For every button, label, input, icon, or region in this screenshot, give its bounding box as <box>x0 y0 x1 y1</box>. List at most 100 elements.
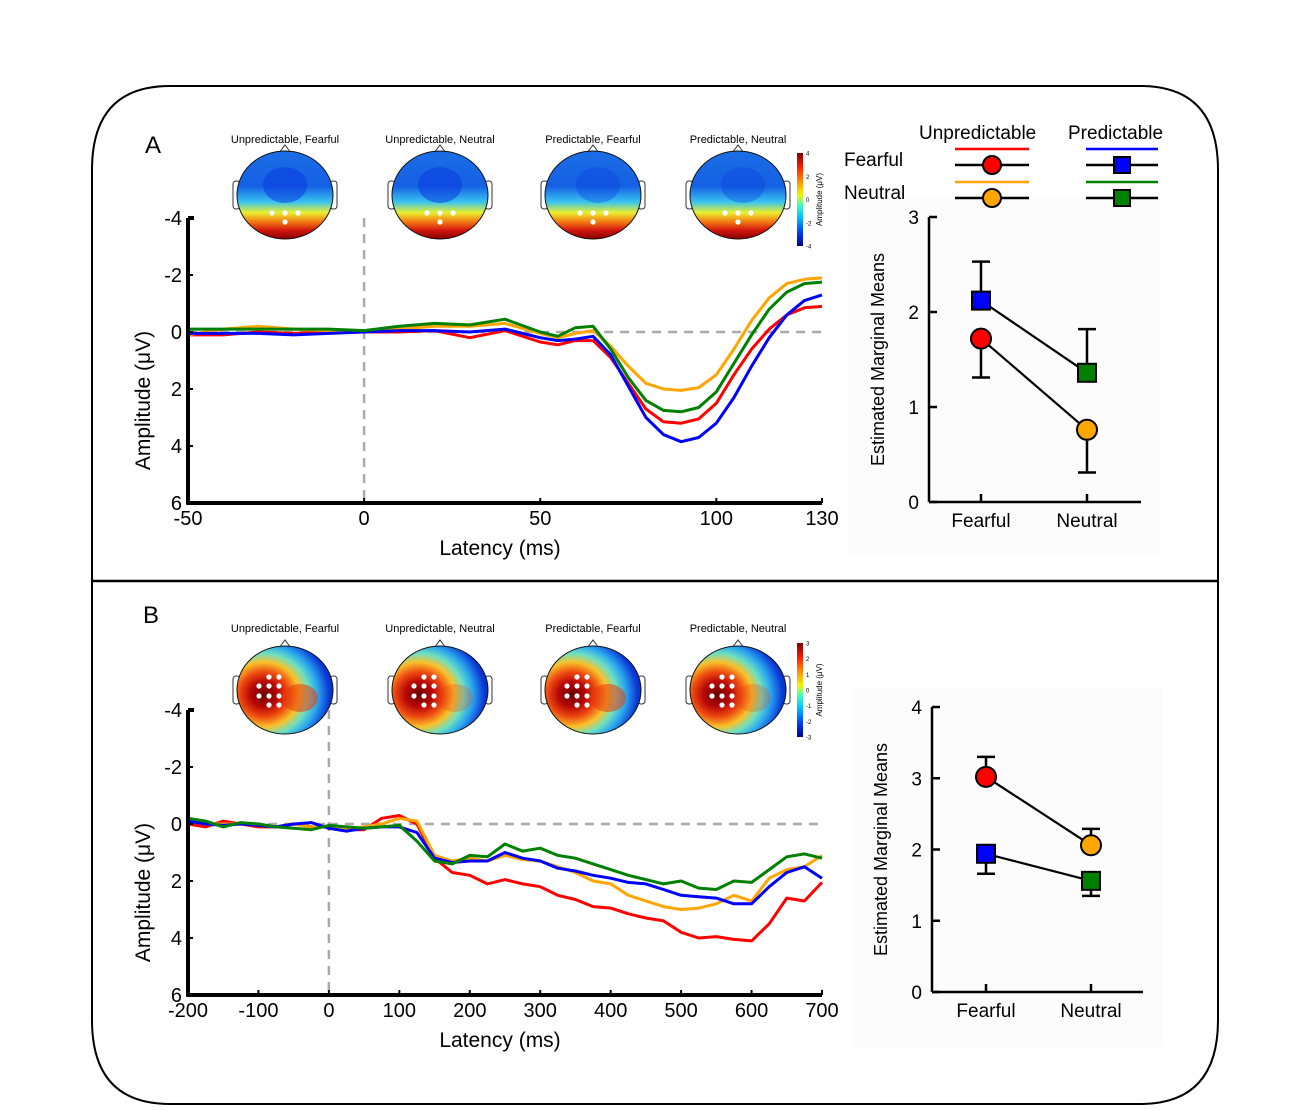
colorbar-tick-label: 0 <box>806 689 810 695</box>
topomap-title: Unpredictable, Neutral <box>385 623 494 635</box>
electrode-marker <box>748 210 754 216</box>
legend-header-predictable: Predictable <box>1068 123 1163 144</box>
electrode-marker <box>590 210 596 216</box>
electrode-marker <box>564 693 570 699</box>
topomap-title: Predictable, Neutral <box>690 623 787 635</box>
electrode-marker <box>574 683 580 689</box>
emm-point-predictable-neutral <box>1081 870 1101 891</box>
topomap-negative-region <box>721 167 765 203</box>
electrode-marker <box>719 683 725 689</box>
y-tick-label: 0 <box>911 983 922 1004</box>
legend-marker-predictable-neutral <box>1113 189 1131 207</box>
legend-marker-unpredictable-neutral <box>982 188 1002 208</box>
topomap-head <box>544 645 642 735</box>
x-tick-label: -100 <box>238 1000 278 1022</box>
electrode-marker <box>276 693 282 699</box>
topomap-unpredictable-neutral <box>387 639 493 735</box>
x-tick-label: 200 <box>453 1000 486 1022</box>
emm-connector-line <box>980 299 1088 374</box>
emm-point-unpredictable-fearful <box>970 327 992 350</box>
legend-header-unpredictable: Unpredictable <box>919 123 1036 144</box>
electrode-marker <box>266 683 272 689</box>
colorbar-tick-label: -3 <box>806 736 812 742</box>
topomap-head <box>689 150 787 240</box>
y-tick-label: -4 <box>164 208 182 230</box>
electrode-marker <box>709 693 715 699</box>
x-tick-label: Fearful <box>951 511 1010 532</box>
electrode-marker <box>574 693 580 699</box>
y-tick-label: 0 <box>171 814 182 836</box>
y-tick-label: 2 <box>911 841 922 862</box>
x-axis-label: Latency (ms) <box>439 537 560 560</box>
topomap-title: Unpredictable, Fearful <box>231 134 339 146</box>
topomap-unpredictable-fearful <box>232 639 338 735</box>
colorbar: 3 2 1 0 -1 -2 -3 Amplitude (μV) <box>797 642 824 742</box>
electrode-marker <box>735 210 741 216</box>
emm-plot-a: 0 1 2 3 Fearful Neutral Estimated Marginal Mea… <box>849 197 1161 557</box>
electrode-marker <box>421 693 427 699</box>
electrode-marker <box>584 693 590 699</box>
emm-point-predictable-fearful <box>976 843 996 864</box>
electrode-marker <box>266 702 272 708</box>
electrode-marker <box>729 674 735 680</box>
colorbar-tick-label: 0 <box>806 198 810 204</box>
colorbar-tick-label: 1 <box>806 673 810 679</box>
emm-connector-line <box>985 775 1092 847</box>
emm-point-unpredictable-neutral <box>1080 834 1102 857</box>
emm-point-predictable-neutral <box>1077 362 1097 383</box>
electrode-marker <box>282 210 288 216</box>
electrode-marker <box>424 210 430 216</box>
electrode-marker <box>584 683 590 689</box>
y-tick-label: 6 <box>171 493 182 515</box>
legend: Unpredictable Predictable Fearful Neutra… <box>844 123 1163 208</box>
electrode-marker <box>450 210 456 216</box>
erp-line-unpredictable-neutral <box>187 816 823 911</box>
electrode-marker <box>421 674 427 680</box>
electrode-marker <box>584 702 590 708</box>
electrode-marker <box>603 210 609 216</box>
electrode-marker <box>256 683 262 689</box>
topomap-predictable-neutral <box>685 639 791 735</box>
y-tick-label: 3 <box>908 208 919 229</box>
y-tick-label: -2 <box>164 757 182 779</box>
legend-row-neutral: Neutral <box>844 183 905 204</box>
electrode-marker <box>421 702 427 708</box>
electrode-marker <box>295 210 301 216</box>
erp-line-unpredictable-fearful <box>187 814 824 943</box>
topomap-predictable-fearful <box>540 144 646 240</box>
colorbar-tick-label: 2 <box>806 175 810 181</box>
y-axis-label: Estimated Marginal Means <box>871 743 891 956</box>
legend-marker-unpredictable-fearful <box>982 155 1002 175</box>
electrode-marker <box>266 693 272 699</box>
x-tick-label: 50 <box>529 508 551 530</box>
x-tick-label: 0 <box>323 1000 334 1022</box>
colorbar-scale <box>797 153 803 246</box>
legend-marker-predictable-fearful <box>1113 156 1131 174</box>
emm-plot-b: 0 1 2 3 4 Fearful Neutral Estimated Marginal Me… <box>852 687 1163 1047</box>
legend-row-fearful: Fearful <box>844 150 903 171</box>
topomap-title: Predictable, Fearful <box>545 623 640 635</box>
colorbar-tick-label: -4 <box>806 245 812 251</box>
electrode-marker <box>411 693 417 699</box>
topomap-title: Unpredictable, Neutral <box>385 134 494 146</box>
emm-point-unpredictable-neutral <box>1076 418 1098 441</box>
x-tick-label: 100 <box>700 508 733 530</box>
topomap-head <box>236 645 334 735</box>
topomap-negative-region <box>418 167 462 203</box>
topomap-title: Predictable, Neutral <box>690 134 787 146</box>
electrode-marker <box>256 693 262 699</box>
y-tick-label: 1 <box>908 398 919 419</box>
panel-label-b: B <box>143 602 159 629</box>
colorbar-tick-label: 4 <box>806 152 810 158</box>
y-tick-label: -2 <box>164 265 182 287</box>
y-axis-label: Amplitude (μV) <box>132 331 155 470</box>
y-tick-label: 4 <box>171 928 182 950</box>
topomap-head <box>544 150 642 240</box>
y-tick-label: 0 <box>908 493 919 514</box>
erp-line-predictable-neutral <box>188 280 823 414</box>
electrode-marker <box>584 674 590 680</box>
emm-connector-line <box>980 337 1088 431</box>
panel-label-a: A <box>145 132 161 159</box>
legend-marks <box>955 147 1158 208</box>
y-axis-label: Estimated Marginal Means <box>868 253 888 466</box>
